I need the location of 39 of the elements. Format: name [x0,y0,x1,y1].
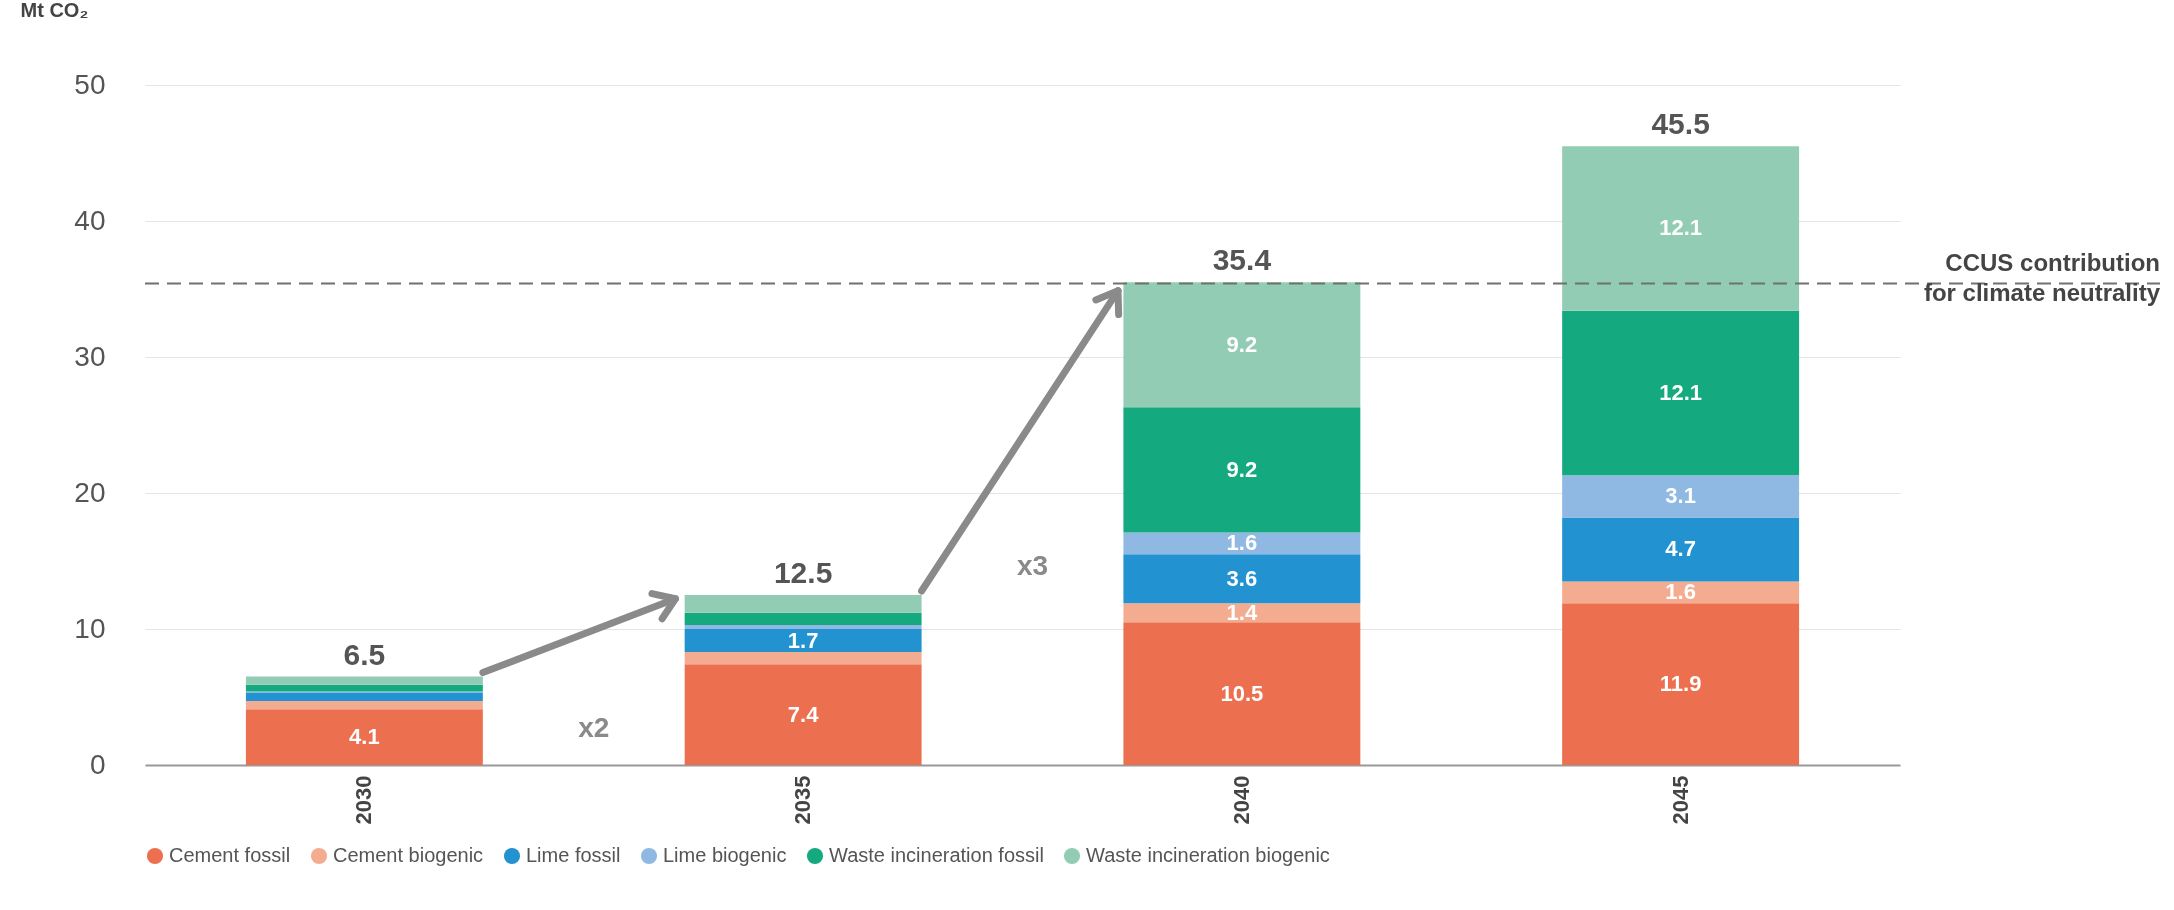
data-label: 1.7 [787,627,819,653]
total-label: 12.5 [773,556,833,589]
legend-label: Lime biogenic [663,844,787,866]
data-label: 7.4 [787,701,820,727]
data-label: 10.5 [1220,680,1264,706]
data-label: 9.2 [1226,456,1258,482]
data-label: 9.2 [1226,331,1258,357]
x-tick-label: 2030 [351,775,377,825]
data-label: 3.1 [1665,483,1696,509]
y-tick-label: 30 [74,340,106,372]
total-label: 6.5 [343,637,386,671]
legend-label: Cement fossil [169,844,291,866]
x-tick-label: 2035 [790,775,816,825]
y-axis-title: Mt CO₂ [20,0,89,21]
data-label: 1.4 [1226,599,1258,625]
y-tick-label: 50 [74,68,106,100]
annotation: x2 [578,711,610,743]
y-tick-label: 20 [74,476,106,508]
legend-label: Waste incineration biogenic [1086,844,1330,866]
annotation: x3 [1016,550,1049,581]
legend-label: Waste incineration fossil [829,844,1044,866]
y-tick-label: 40 [74,204,106,236]
data-label: 1.6 [1665,579,1696,605]
x-tick-label: 2040 [1228,775,1254,825]
data-label: 4.7 [1665,536,1696,562]
total-label: 35.4 [1212,243,1272,277]
ref-line-label: CCUS contribution for climate neutrality [1923,248,2161,306]
data-label: 4.1 [349,724,380,750]
data-label: 1.6 [1226,530,1258,556]
legend-label: Cement biogenic [333,844,484,866]
y-tick-label: 0 [89,748,106,780]
legend-label: Lime fossil [526,844,621,866]
total-label: 45.5 [1651,107,1710,141]
data-label: 11.9 [1659,671,1702,697]
data-label: 12.1 [1659,215,1703,241]
data-label: 3.6 [1226,565,1258,591]
x-tick-label: 2045 [1667,775,1693,825]
y-tick-label: 10 [74,612,106,644]
data-label: 12.1 [1659,380,1703,406]
